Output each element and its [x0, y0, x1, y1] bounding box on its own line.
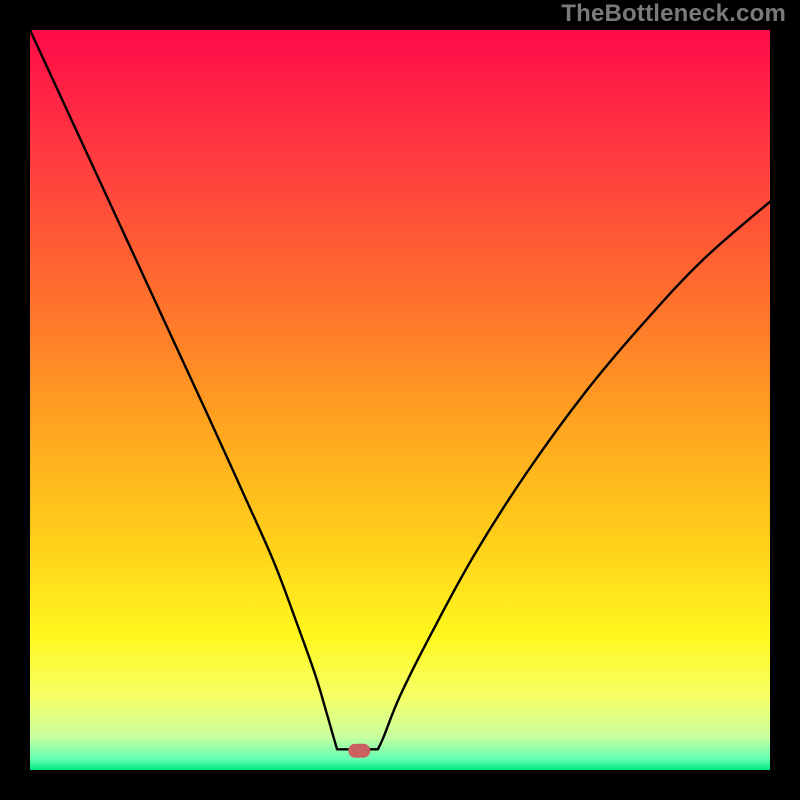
- stage: TheBottleneck.com: [0, 0, 800, 800]
- gradient-panel: [30, 30, 770, 770]
- bottleneck-marker: [348, 744, 370, 758]
- chart-svg: [0, 0, 800, 800]
- watermark-text: TheBottleneck.com: [561, 0, 786, 28]
